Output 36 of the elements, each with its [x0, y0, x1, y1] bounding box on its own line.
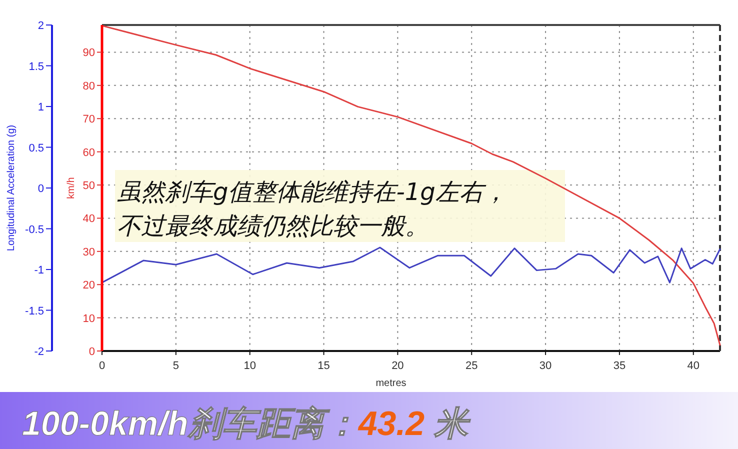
x-axis-title: metres: [376, 378, 406, 389]
y-tick-label: 0: [88, 346, 95, 358]
x-tick-label: 25: [465, 360, 478, 372]
y2-tick-label: 1: [38, 102, 44, 114]
y2-tick-label: 0.5: [28, 142, 44, 154]
y2-tick-label: 2: [38, 20, 44, 32]
annotation: 不过最终成绩仍然比较一般。: [117, 212, 429, 240]
y-tick-label: 90: [82, 47, 95, 60]
x-tick-label: 5: [172, 360, 179, 372]
y-tick-label: 10: [82, 312, 95, 325]
x-tick-label: 40: [687, 360, 700, 372]
y-axis-title: km/h: [66, 177, 77, 199]
y-tick-label: 50: [82, 180, 95, 192]
annotation: 虽然刹车g值整体能维持在-1g左右，: [117, 178, 508, 206]
y-tick-label: 70: [82, 114, 95, 126]
x-tick-label: 15: [318, 360, 330, 372]
y2-tick-label: -2: [34, 346, 44, 358]
y-tick-label: 40: [82, 213, 95, 226]
y-tick-label: 80: [82, 80, 95, 92]
text: 100-0km/h刹车距离：43.2 米: [22, 405, 471, 443]
line-series: [101, 246, 721, 284]
y2-axis-title: Longitudinal Acceleration (g): [6, 124, 17, 252]
y2-tick-label: 1.5: [28, 60, 44, 73]
y2-tick-label: -0.5: [25, 224, 44, 236]
x-tick-label: 20: [392, 360, 404, 372]
x-tick-label: 35: [613, 360, 626, 372]
y2-tick-label: -1: [34, 264, 44, 276]
y2-tick-label: -1.5: [25, 305, 44, 318]
x-tick-label: 0: [98, 360, 106, 372]
y-tick-label: 60: [82, 146, 95, 159]
y-tick-label: 20: [82, 280, 95, 292]
y2-tick-label: 0: [38, 183, 44, 195]
line-series: [101, 24, 721, 346]
x-tick-label: 10: [244, 360, 256, 372]
x-tick-label: 30: [539, 360, 552, 372]
y-tick-label: 30: [82, 246, 95, 258]
